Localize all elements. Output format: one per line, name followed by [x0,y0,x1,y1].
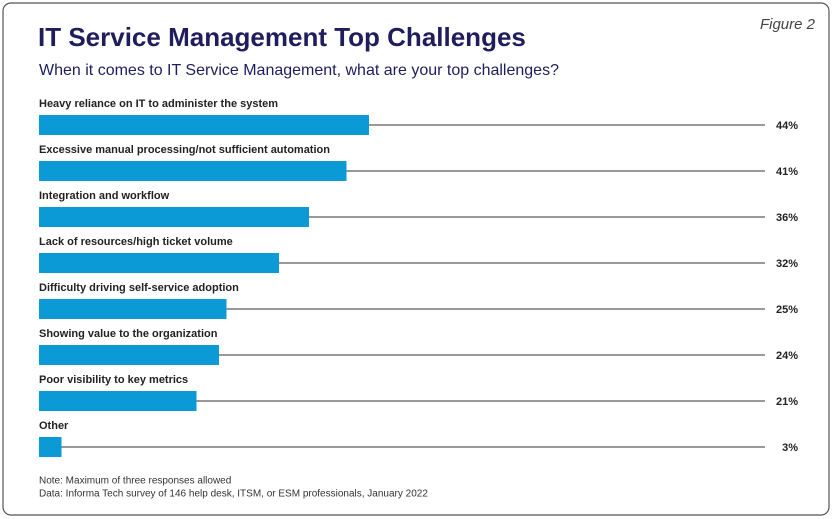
chart-title: IT Service Management Top Challenges [38,22,526,52]
category-label: Showing value to the organization [39,328,218,340]
chart-subtitle: When it comes to IT Service Management, … [39,62,559,79]
bar [39,391,197,411]
value-label: 41% [776,166,798,178]
category-label: Poor visibility to key metrics [39,374,188,386]
bar [39,437,62,457]
category-label: Heavy reliance on IT to administer the s… [39,98,278,110]
value-label: 3% [782,442,798,454]
category-label: Other [39,420,69,432]
value-label: 21% [776,396,798,408]
bar [39,161,347,181]
value-label: 44% [776,120,798,132]
category-label: Excessive manual processing/not sufficie… [39,144,330,156]
bar [39,253,279,273]
value-label: 25% [776,304,798,316]
bar [39,207,309,227]
category-label: Difficulty driving self-service adoption [39,282,239,294]
value-label: 36% [776,212,798,224]
value-label: 24% [776,350,798,362]
value-label: 32% [776,258,798,270]
note: Note: Maximum of three responses allowed [39,476,231,487]
figure-label: Figure 2 [760,16,816,33]
category-label: Lack of resources/high ticket volume [39,236,233,248]
bar [39,345,219,365]
category-label: Integration and workflow [39,190,170,202]
bar [39,115,369,135]
note: Data: Informa Tech survey of 146 help de… [39,489,428,500]
bar [39,299,227,319]
